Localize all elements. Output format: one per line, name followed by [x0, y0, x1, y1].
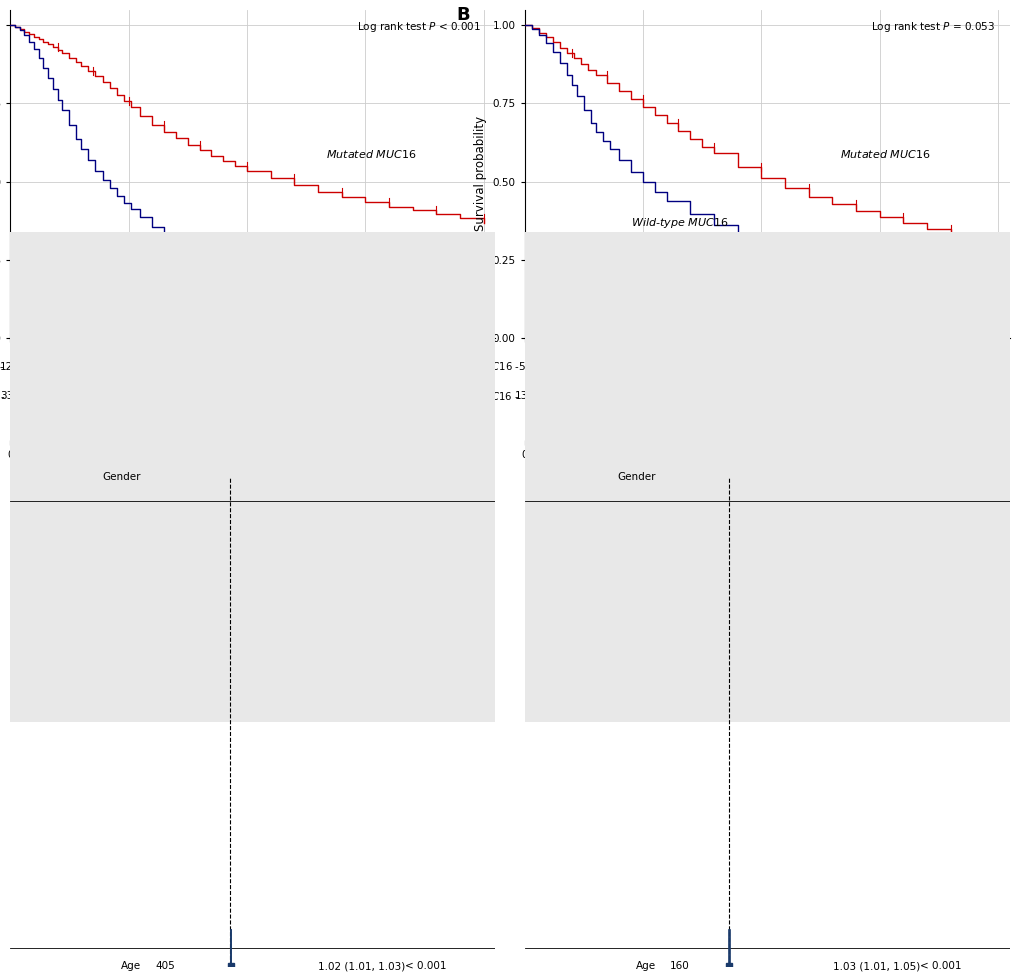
Text: Mutated $MUC16$ -: Mutated $MUC16$ - [0, 390, 5, 402]
Text: 10: 10 [990, 391, 1004, 401]
Text: 1.02 (1.01, 1.03): 1.02 (1.01, 1.03) [318, 961, 406, 971]
Text: 76: 76 [240, 391, 254, 401]
Text: Number at risk: Number at risk [153, 435, 236, 445]
Text: 160: 160 [669, 961, 689, 971]
Text: 7: 7 [362, 362, 368, 372]
Text: 20: 20 [477, 391, 490, 401]
Text: 40: 40 [754, 391, 767, 401]
Text: 1.03 (1.01, 1.05): 1.03 (1.01, 1.05) [832, 961, 919, 971]
Text: Log rank test $P$ < 0.001: Log rank test $P$ < 0.001 [357, 20, 480, 33]
Bar [524, 232, 1009, 721]
Text: Wild-type $MUC16$: 50.2 (95% CI, 38.1-62.2): Wild-type $MUC16$: 50.2 (95% CI, 38.1-62… [539, 305, 744, 318]
Text: 2: 2 [480, 362, 486, 372]
X-axis label: Overall Survival (months): Overall Survival (months) [691, 466, 842, 478]
Text: Mutated $MUC16$: 101.6 (95% CI, 56.1-147.3): Mutated $MUC16$: 101.6 (95% CI, 56.1-147… [539, 280, 751, 293]
Text: Age: Age [635, 961, 655, 971]
Text: 405: 405 [156, 961, 175, 971]
Text: Gender: Gender [616, 472, 655, 482]
Text: 51: 51 [518, 362, 531, 372]
Text: Wild-type $MUC16$ -: Wild-type $MUC16$ - [0, 360, 5, 374]
Text: Mutated $MUC16$: Mutated $MUC16$ [325, 148, 416, 160]
Text: 125: 125 [0, 362, 20, 372]
Text: 42: 42 [359, 391, 372, 401]
Text: Wild-type $MUC16$ -: Wild-type $MUC16$ - [424, 360, 520, 374]
Text: < 0.001: < 0.001 [919, 961, 960, 971]
Text: 17: 17 [240, 362, 254, 372]
Text: Median OS: Median OS [539, 256, 594, 265]
Text: 151: 151 [118, 391, 139, 401]
Text: < 0.001: < 0.001 [405, 961, 446, 971]
Text: 20: 20 [872, 391, 886, 401]
Text: Mutated $MUC16$: 104.5 (95% CI, 77.1-131.9): Mutated $MUC16$: 104.5 (95% CI, 77.1-131… [24, 280, 237, 293]
Text: Wild-type $MUC16$: Wild-type $MUC16$ [631, 216, 729, 230]
Text: 332: 332 [0, 391, 20, 401]
Text: Log rank test $P$ = 0.053: Log rank test $P$ = 0.053 [870, 20, 995, 33]
Y-axis label: Survival probability: Survival probability [474, 116, 486, 231]
Text: Mutated $MUC16$: Mutated $MUC16$ [839, 148, 929, 160]
Text: 62: 62 [636, 391, 649, 401]
Text: Age: Age [121, 961, 141, 971]
Text: 2: 2 [875, 362, 882, 372]
Text: 36: 36 [122, 362, 136, 372]
Text: Median OS: Median OS [24, 256, 81, 265]
Text: 16: 16 [636, 362, 649, 372]
Text: Mutated $MUC16$ -: Mutated $MUC16$ - [431, 390, 520, 402]
Text: B: B [457, 7, 470, 24]
X-axis label: Overall Survival (months): Overall Survival (months) [177, 466, 328, 478]
Text: Number at risk: Number at risk [666, 435, 750, 445]
Text: Wild-type $MUC16$: 49.3 (95% CI, 42.6-55.9): Wild-type $MUC16$: 49.3 (95% CI, 42.6-55… [24, 305, 231, 318]
Text: 1: 1 [994, 362, 1001, 372]
Text: Gender: Gender [103, 472, 141, 482]
Text: 5: 5 [757, 362, 764, 372]
Text: Wild-type $MUC16$: Wild-type $MUC16$ [117, 232, 214, 246]
Text: 131: 131 [515, 391, 534, 401]
Bar [10, 232, 495, 721]
